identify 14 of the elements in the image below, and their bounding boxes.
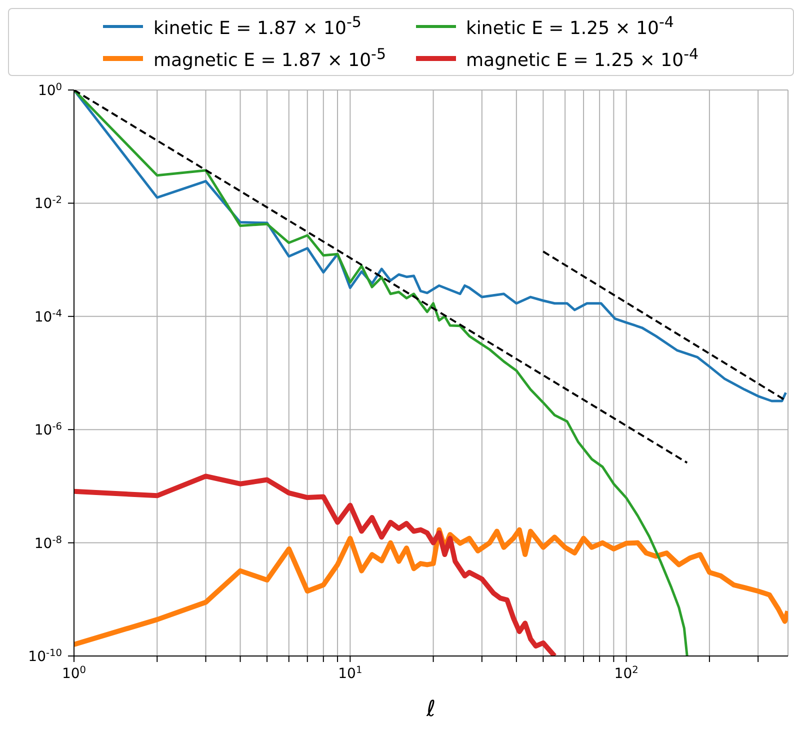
y-tick-label: 10$^{-2}$ bbox=[34, 194, 62, 212]
legend-label: magnetic E = 1.87 × 10$^{-5}$ bbox=[153, 45, 386, 71]
y-tick-label: 10$^{-10}$ bbox=[28, 648, 62, 665]
x-tick-label: 10$^{0}$ bbox=[62, 664, 86, 682]
y-tick-label: 10$^{-6}$ bbox=[34, 421, 62, 439]
y-tick-label: 10$^{0}$ bbox=[38, 82, 62, 99]
x-tick-label: 10$^{1}$ bbox=[338, 664, 362, 682]
y-tick-label: 10$^{-4}$ bbox=[34, 308, 62, 326]
x-tick-label: 10$^{2}$ bbox=[614, 664, 638, 682]
legend-label: magnetic E = 1.25 × 10$^{-4}$ bbox=[466, 45, 699, 71]
legend-label: kinetic E = 1.87 × 10$^{-5}$ bbox=[153, 13, 362, 39]
y-tick-label: 10$^{-8}$ bbox=[34, 534, 62, 552]
x-axis-title: ℓ bbox=[425, 697, 436, 722]
legend-label: kinetic E = 1.25 × 10$^{-4}$ bbox=[466, 13, 674, 39]
